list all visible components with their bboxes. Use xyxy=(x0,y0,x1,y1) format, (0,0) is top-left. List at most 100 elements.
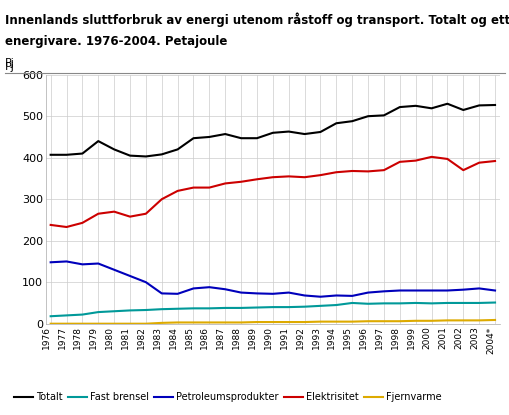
Fast brensel xyxy=(412,300,418,305)
Text: Pj: Pj xyxy=(5,59,15,68)
Totalt xyxy=(301,132,307,137)
Petroleumsprodukter xyxy=(269,291,275,296)
Line: Fast brensel: Fast brensel xyxy=(50,303,494,316)
Totalt xyxy=(443,101,449,106)
Fast brensel xyxy=(158,307,164,312)
Fjernvarme xyxy=(190,320,196,325)
Petroleumsprodukter xyxy=(190,286,196,291)
Totalt xyxy=(285,129,291,134)
Fjernvarme xyxy=(412,318,418,323)
Fjernvarme xyxy=(143,321,149,326)
Totalt xyxy=(79,151,86,156)
Elektrisitet xyxy=(253,177,260,182)
Fjernvarme xyxy=(222,320,228,325)
Totalt xyxy=(158,152,164,157)
Elektrisitet xyxy=(174,188,180,193)
Totalt xyxy=(253,136,260,141)
Fast brensel xyxy=(143,308,149,312)
Petroleumsprodukter xyxy=(238,290,244,295)
Petroleumsprodukter xyxy=(111,267,117,272)
Totalt xyxy=(222,132,228,137)
Fast brensel xyxy=(364,301,371,306)
Totalt xyxy=(428,106,434,111)
Petroleumsprodukter xyxy=(428,288,434,293)
Fjernvarme xyxy=(443,318,449,323)
Petroleumsprodukter xyxy=(475,286,482,291)
Text: energivare. 1976-2004. Petajoule: energivare. 1976-2004. Petajoule xyxy=(5,35,227,48)
Totalt xyxy=(380,113,386,118)
Petroleumsprodukter xyxy=(222,287,228,292)
Petroleumsprodukter xyxy=(349,293,355,298)
Petroleumsprodukter xyxy=(380,289,386,294)
Elektrisitet xyxy=(412,158,418,163)
Elektrisitet xyxy=(238,179,244,184)
Line: Fjernvarme: Fjernvarme xyxy=(50,320,494,324)
Totalt xyxy=(143,154,149,159)
Elektrisitet xyxy=(143,211,149,216)
Elektrisitet xyxy=(428,154,434,159)
Legend: Totalt, Fast brensel, Petroleumsprodukter, Elektrisitet, Fjernvarme: Totalt, Fast brensel, Petroleumsprodukte… xyxy=(10,388,445,406)
Elektrisitet xyxy=(79,220,86,225)
Totalt xyxy=(349,119,355,124)
Fjernvarme xyxy=(63,321,69,326)
Fast brensel xyxy=(238,305,244,310)
Totalt xyxy=(491,103,497,107)
Petroleumsprodukter xyxy=(206,285,212,290)
Totalt xyxy=(459,107,465,112)
Fast brensel xyxy=(396,301,402,306)
Fast brensel xyxy=(285,305,291,310)
Text: Pj: Pj xyxy=(5,62,15,72)
Fast brensel xyxy=(47,314,53,319)
Fjernvarme xyxy=(475,318,482,323)
Fjernvarme xyxy=(206,320,212,325)
Line: Totalt: Totalt xyxy=(50,104,494,156)
Fast brensel xyxy=(111,309,117,314)
Totalt xyxy=(396,105,402,110)
Petroleumsprodukter xyxy=(364,290,371,295)
Fjernvarme xyxy=(396,319,402,324)
Petroleumsprodukter xyxy=(285,290,291,295)
Fjernvarme xyxy=(111,321,117,326)
Totalt xyxy=(174,147,180,152)
Fjernvarme xyxy=(253,320,260,325)
Fast brensel xyxy=(269,305,275,310)
Elektrisitet xyxy=(206,185,212,190)
Fast brensel xyxy=(443,300,449,305)
Petroleumsprodukter xyxy=(63,259,69,264)
Totalt xyxy=(206,134,212,139)
Petroleumsprodukter xyxy=(47,260,53,265)
Petroleumsprodukter xyxy=(412,288,418,293)
Petroleumsprodukter xyxy=(95,261,101,266)
Fast brensel xyxy=(63,313,69,318)
Elektrisitet xyxy=(317,173,323,178)
Fjernvarme xyxy=(285,320,291,325)
Fjernvarme xyxy=(317,319,323,324)
Petroleumsprodukter xyxy=(174,291,180,296)
Petroleumsprodukter xyxy=(158,291,164,296)
Fjernvarme xyxy=(428,318,434,323)
Petroleumsprodukter xyxy=(143,280,149,285)
Petroleumsprodukter xyxy=(396,288,402,293)
Fast brensel xyxy=(95,310,101,315)
Fast brensel xyxy=(253,305,260,310)
Fast brensel xyxy=(317,303,323,308)
Fast brensel xyxy=(174,306,180,311)
Totalt xyxy=(47,152,53,157)
Totalt xyxy=(238,136,244,141)
Line: Elektrisitet: Elektrisitet xyxy=(50,157,494,227)
Fjernvarme xyxy=(269,320,275,325)
Elektrisitet xyxy=(285,174,291,179)
Totalt xyxy=(475,103,482,108)
Fast brensel xyxy=(380,301,386,306)
Fast brensel xyxy=(332,303,338,308)
Line: Petroleumsprodukter: Petroleumsprodukter xyxy=(50,261,494,297)
Fjernvarme xyxy=(364,319,371,324)
Fjernvarme xyxy=(491,317,497,322)
Totalt xyxy=(111,147,117,152)
Fjernvarme xyxy=(349,319,355,324)
Text: Innenlands sluttforbruk av energi utenom råstoff og transport. Totalt og etter: Innenlands sluttforbruk av energi utenom… xyxy=(5,12,509,27)
Elektrisitet xyxy=(491,159,497,164)
Fjernvarme xyxy=(127,321,133,326)
Elektrisitet xyxy=(47,222,53,227)
Petroleumsprodukter xyxy=(332,293,338,298)
